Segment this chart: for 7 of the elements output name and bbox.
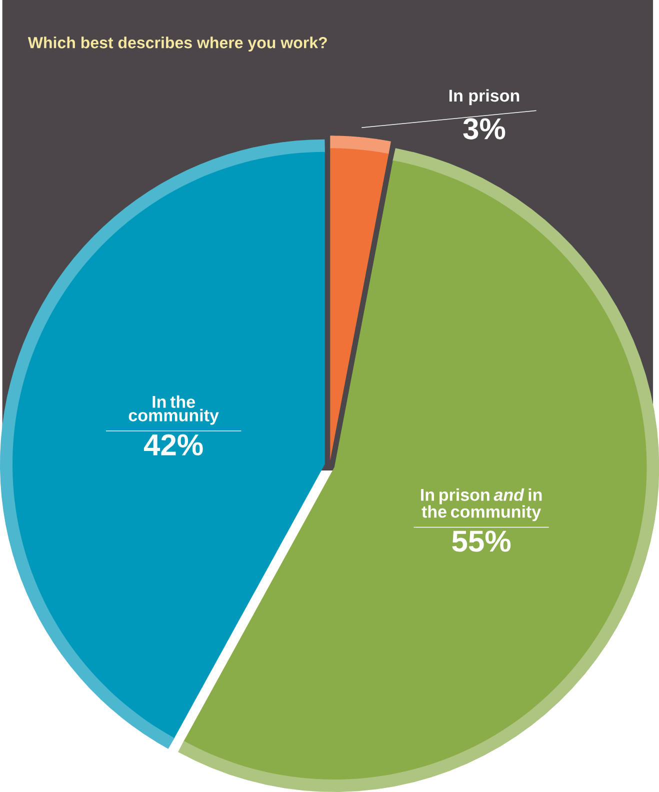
data-label: 55% xyxy=(452,530,510,552)
data-label: 3% xyxy=(463,118,506,140)
chart-title: Which best describes where you work? xyxy=(28,36,327,52)
slice-label: In prison and in the community xyxy=(420,488,542,522)
data-label: 42% xyxy=(144,434,203,456)
slice-label: In prison xyxy=(449,89,519,106)
slice-label: In the community xyxy=(128,395,219,425)
